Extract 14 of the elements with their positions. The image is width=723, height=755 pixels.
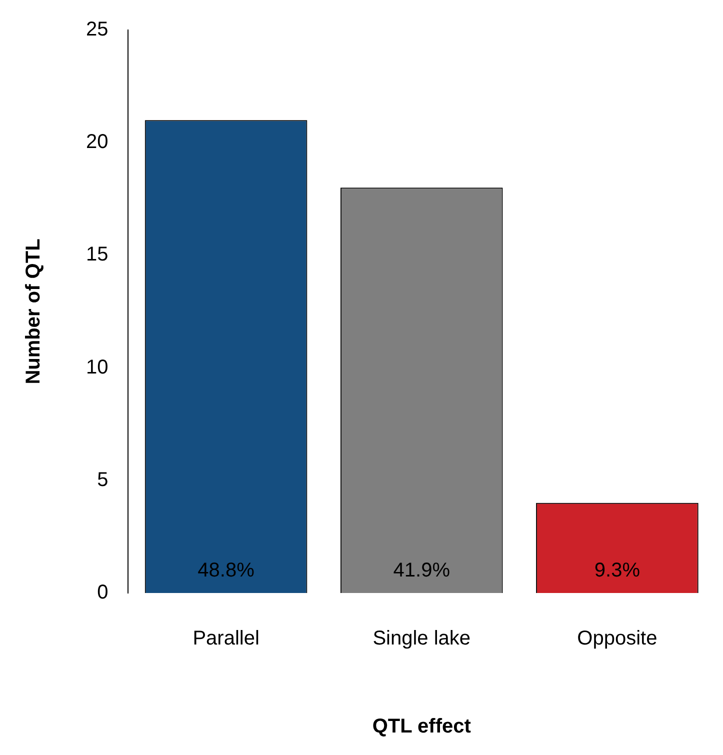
y-tick-label: 5 — [97, 468, 108, 491]
x-axis-title: QTL effect — [372, 716, 472, 738]
y-tick-label: 20 — [86, 131, 108, 154]
y-tick-label: 10 — [86, 356, 108, 378]
x-tick-label: Single lake — [372, 628, 471, 650]
x-tick-label: Opposite — [577, 628, 658, 650]
y-tick-label: 0 — [97, 582, 108, 604]
annotation: 48.8% — [198, 560, 255, 582]
x-tick-label: Parallel — [192, 628, 260, 650]
y-tick-label: 15 — [86, 244, 108, 266]
y-axis-title: Number of QTL — [22, 238, 45, 384]
y-tick-label: 25 — [86, 18, 108, 41]
annotation: 41.9% — [393, 560, 450, 582]
annotation: 9.3% — [594, 560, 640, 582]
